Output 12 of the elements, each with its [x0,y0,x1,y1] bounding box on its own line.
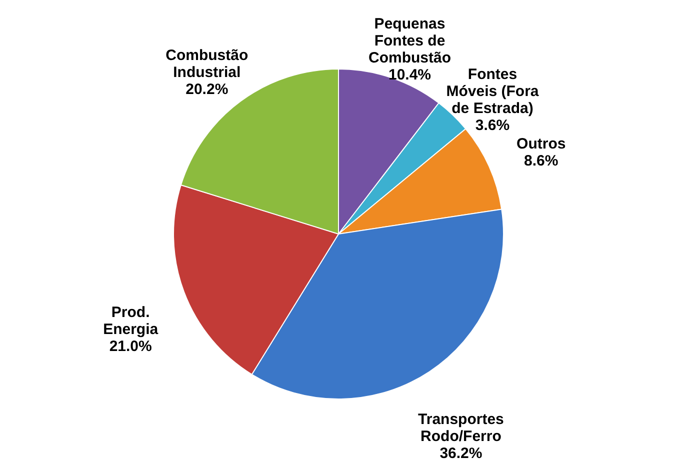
data-label: 36.2% [440,445,482,462]
data-label: 20.2% [186,81,228,98]
data-label: 10.4% [388,66,432,84]
data-label: 8.6% [524,152,558,170]
slice-label: Combustão Industrial [166,47,248,82]
slice-label: Outros [516,135,566,152]
slice-label: Transportes Rodo/Ferro [418,411,504,446]
data-label: 21.0% [109,338,152,355]
slice-label: Pequenas Fontes de Combustão [368,16,451,67]
data-label: 3.6% [475,117,510,134]
slice-label: Prod. Energia [103,304,159,338]
slice-label: Fontes Móveis (Fora de Estrada) [446,66,540,118]
